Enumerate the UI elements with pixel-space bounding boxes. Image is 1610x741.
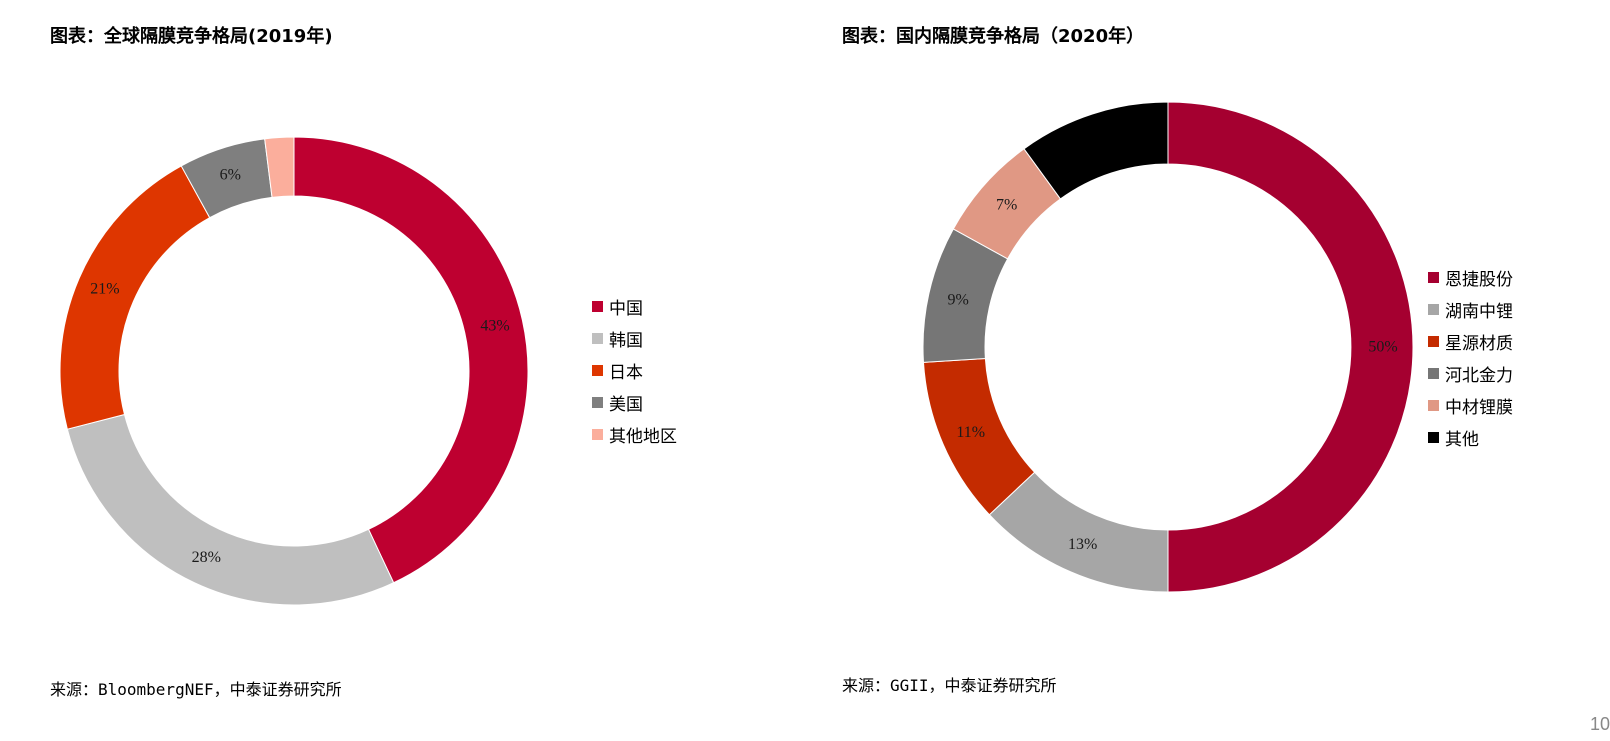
- global-legend-swatch-2: [592, 364, 603, 376]
- domestic-legend-swatch-3: [1428, 367, 1439, 379]
- global-legend-label-4: 其他地区: [609, 426, 677, 447]
- domestic-legend-item-4: 中材锂膜: [1428, 389, 1513, 421]
- domestic-slice-5: [1023, 101, 1169, 200]
- global-slice-label-1: 28%: [192, 549, 221, 566]
- domestic-slice-label-3: 9%: [948, 292, 969, 309]
- global-slice-0: [293, 136, 529, 584]
- domestic-legend-label-5: 其他: [1445, 429, 1479, 450]
- global-legend-label-0: 中国: [609, 298, 643, 319]
- donut-chart-global: 43% 28% 21% 6%: [59, 136, 529, 606]
- domestic-slice-0: [1167, 101, 1414, 593]
- global-legend-swatch-1: [592, 332, 603, 344]
- domestic-legend-swatch-1: [1428, 303, 1439, 315]
- global-legend-label-1: 韩国: [609, 330, 643, 351]
- domestic-legend-label-3: 河北金力: [1445, 365, 1513, 386]
- global-legend-item-1: 韩国: [592, 322, 677, 354]
- global-legend-swatch-4: [592, 428, 603, 440]
- global-slice-2: [59, 165, 211, 430]
- global-slice-4: [264, 136, 295, 198]
- domestic-legend-label-0: 恩捷股份: [1445, 269, 1513, 290]
- domestic-slice-label-2: 11%: [956, 424, 985, 441]
- global-legend-label-2: 日本: [609, 362, 643, 383]
- global-slice-label-0: 43%: [480, 318, 509, 335]
- domestic-legend-label-2: 星源材质: [1445, 333, 1513, 354]
- global-legend-label-3: 美国: [609, 394, 643, 415]
- chart-title-global: 图表：全球隔膜竞争格局(2019年): [50, 26, 333, 47]
- chart-title-domestic: 图表：国内隔膜竞争格局（2020年）: [842, 26, 1145, 47]
- source-note-global: 来源：BloombergNEF，中泰证券研究所: [50, 680, 342, 699]
- domestic-legend-item-1: 湖南中锂: [1428, 293, 1513, 325]
- global-legend-swatch-0: [592, 300, 603, 312]
- global-legend-item-3: 美国: [592, 386, 677, 418]
- global-slice-1: [66, 413, 395, 606]
- global-slice-label-3: 6%: [220, 167, 241, 184]
- domestic-legend-label-1: 湖南中锂: [1445, 301, 1513, 322]
- domestic-legend-item-2: 星源材质: [1428, 325, 1513, 357]
- donut-chart-domestic: 50% 13% 11% 9% 7%: [922, 101, 1414, 593]
- domestic-slice-label-4: 7%: [996, 196, 1017, 213]
- domestic-legend-swatch-0: [1428, 271, 1439, 283]
- domestic-legend-swatch-5: [1428, 431, 1439, 443]
- global-legend-item-4: 其他地区: [592, 418, 677, 450]
- legend-domestic: 恩捷股份湖南中锂星源材质河北金力中材锂膜其他: [1428, 261, 1513, 453]
- legend-global: 中国韩国日本美国其他地区: [592, 290, 677, 450]
- domestic-legend-swatch-4: [1428, 399, 1439, 411]
- global-legend-item-0: 中国: [592, 290, 677, 322]
- global-legend-swatch-3: [592, 396, 603, 408]
- domestic-legend-item-3: 河北金力: [1428, 357, 1513, 389]
- domestic-slice-label-0: 50%: [1368, 339, 1397, 356]
- domestic-legend-swatch-2: [1428, 335, 1439, 347]
- domestic-legend-item-5: 其他: [1428, 421, 1513, 453]
- global-legend-item-2: 日本: [592, 354, 677, 386]
- domestic-legend-label-4: 中材锂膜: [1445, 397, 1513, 418]
- page-number: 10: [1589, 714, 1610, 734]
- source-note-domestic: 来源：GGII，中泰证券研究所: [842, 676, 1057, 695]
- domestic-legend-item-0: 恩捷股份: [1428, 261, 1513, 293]
- global-slice-label-2: 21%: [90, 281, 119, 298]
- domestic-slice-label-1: 13%: [1068, 536, 1097, 553]
